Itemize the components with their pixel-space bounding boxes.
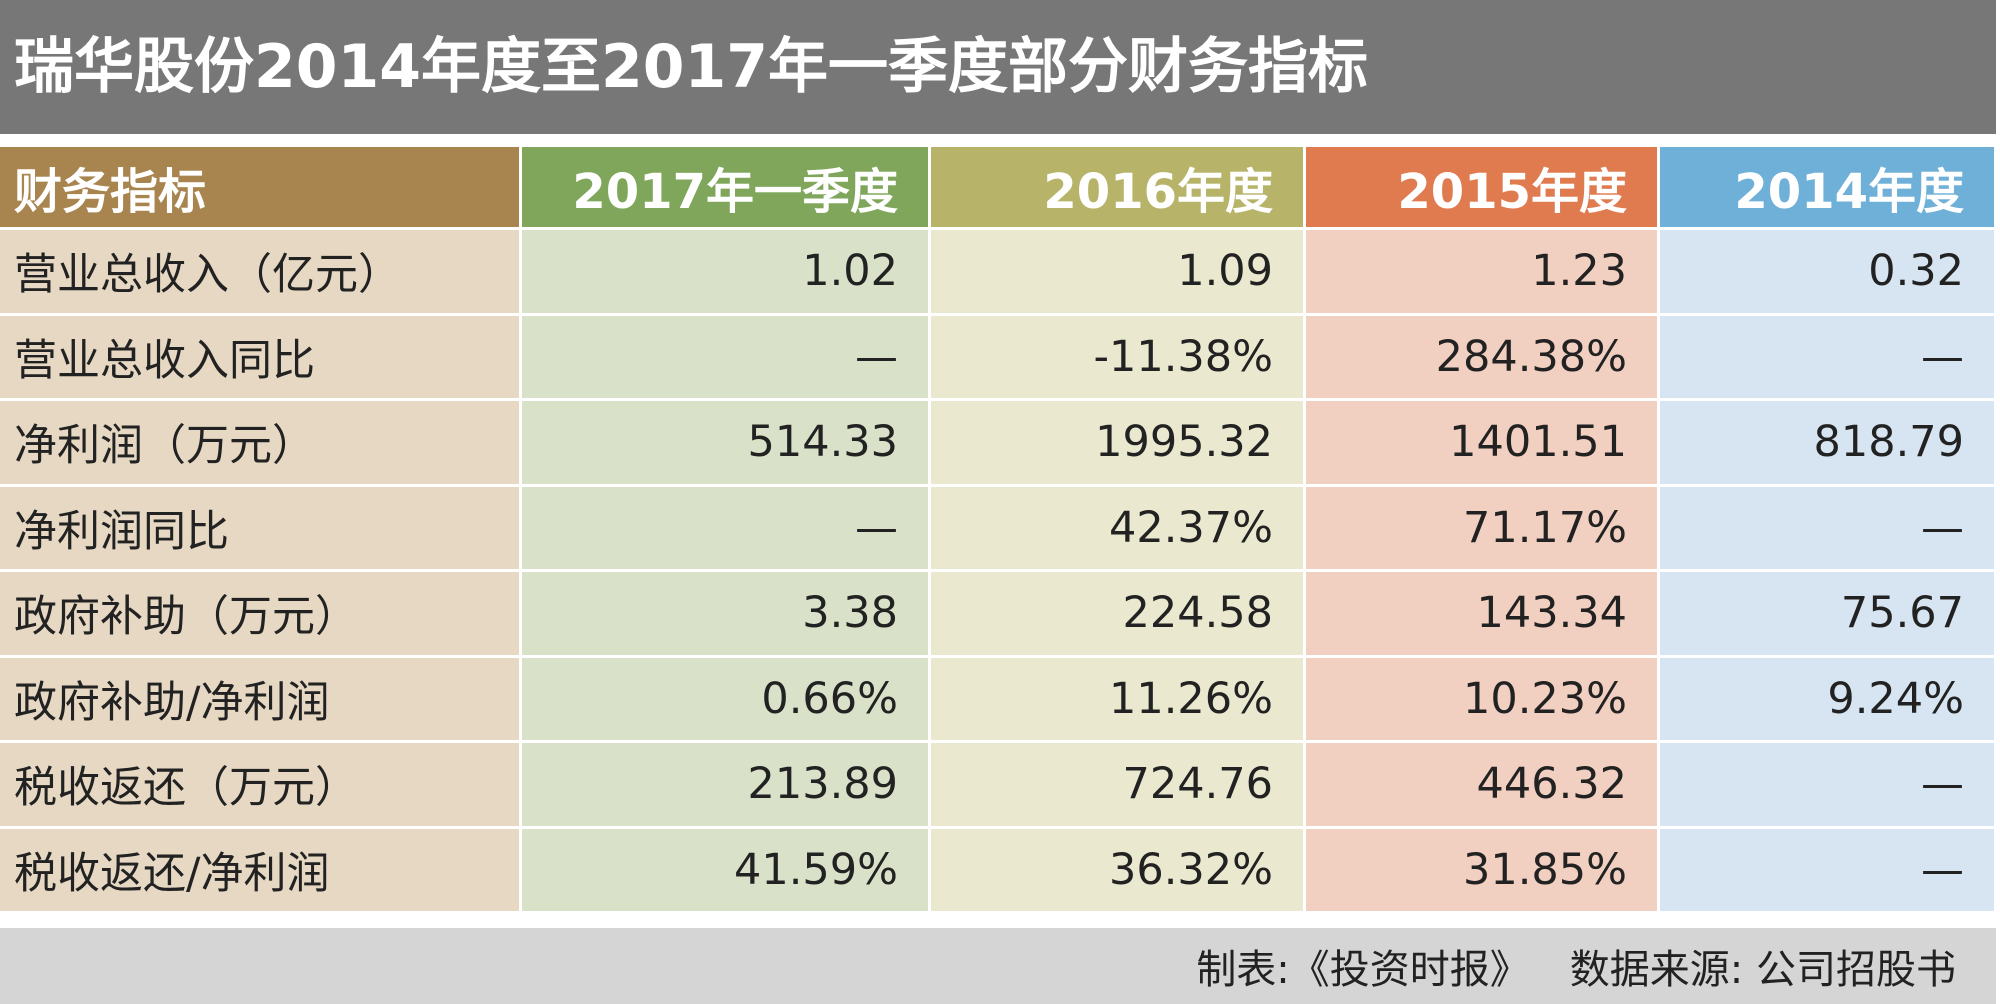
table-cell: 75.67: [1660, 572, 1994, 655]
table-cell: —: [1660, 743, 1994, 826]
table-cell: 0.32: [1660, 230, 1994, 313]
table-cell: 514.33: [522, 401, 928, 484]
table-cell: 143.34: [1306, 572, 1657, 655]
footer-source: 数据来源: 公司招股书: [1569, 947, 1956, 993]
column-header: 2015年度: [1306, 147, 1657, 227]
table-cell: 213.89: [522, 743, 928, 826]
table-cell: —: [522, 315, 928, 398]
table-cell: 1401.51: [1306, 401, 1657, 484]
footer: 制表:《投资时报》 数据来源: 公司招股书: [0, 928, 1996, 1004]
row-label: 营业总收入（亿元）: [0, 230, 519, 313]
row-label: 政府补助/净利润: [0, 657, 519, 740]
table: 财务指标 2017年一季度 2016年度 2015年度 2014年度 营业总收入（亿元） 1…: [0, 147, 1994, 911]
row-label: 净利润同比: [0, 486, 519, 569]
table-cell: 71.17%: [1306, 486, 1657, 569]
table-cell: 724.76: [931, 743, 1303, 826]
table-cell: 1.09: [931, 230, 1303, 313]
table-cell: 284.38%: [1306, 315, 1657, 398]
row-label: 净利润（万元）: [0, 401, 519, 484]
table-cell: 818.79: [1660, 401, 1994, 484]
table-cell: 31.85%: [1306, 828, 1657, 911]
row-label: 税收返还（万元）: [0, 743, 519, 826]
table-cell: 10.23%: [1306, 657, 1657, 740]
table-cell: 11.26%: [931, 657, 1303, 740]
column-header: 财务指标: [0, 147, 519, 227]
table-cell: —: [1660, 828, 1994, 911]
row-label: 营业总收入同比: [0, 315, 519, 398]
table-cell: —: [1660, 315, 1994, 398]
table-cell: 42.37%: [931, 486, 1303, 569]
row-label: 政府补助（万元）: [0, 572, 519, 655]
table-cell: 41.59%: [522, 828, 928, 911]
table-cell: -11.38%: [931, 315, 1303, 398]
table-cell: 0.66%: [522, 657, 928, 740]
table-cell: 3.38: [522, 572, 928, 655]
footer-maker: 制表:《投资时报》: [1196, 947, 1530, 993]
row-label: 税收返还/净利润: [0, 828, 519, 911]
table-cell: —: [1660, 486, 1994, 569]
table-cell: 1.23: [1306, 230, 1657, 313]
table-cell: 446.32: [1306, 743, 1657, 826]
table-cell: —: [522, 486, 928, 569]
table-cell: 9.24%: [1660, 657, 1994, 740]
column-header: 2017年一季度: [522, 147, 928, 227]
title: 瑞华股份2014年度至2017年一季度部分财务指标: [0, 0, 1996, 134]
column-header: 2016年度: [931, 147, 1303, 227]
table-cell: 36.32%: [931, 828, 1303, 911]
table-cell: 1.02: [522, 230, 928, 313]
table-cell: 224.58: [931, 572, 1303, 655]
column-header: 2014年度: [1660, 147, 1994, 227]
table-cell: 1995.32: [931, 401, 1303, 484]
